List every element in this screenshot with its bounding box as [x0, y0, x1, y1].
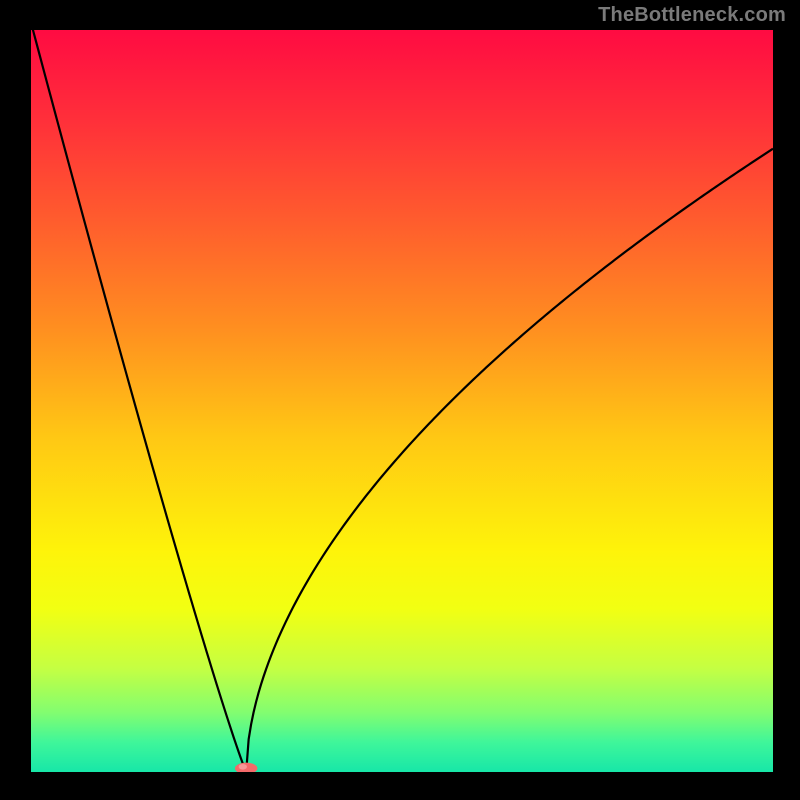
- chart-container: TheBottleneck.com: [0, 0, 800, 800]
- plot-background: [31, 30, 773, 772]
- watermark-text: TheBottleneck.com: [598, 4, 786, 27]
- bottleneck-chart: [0, 0, 800, 800]
